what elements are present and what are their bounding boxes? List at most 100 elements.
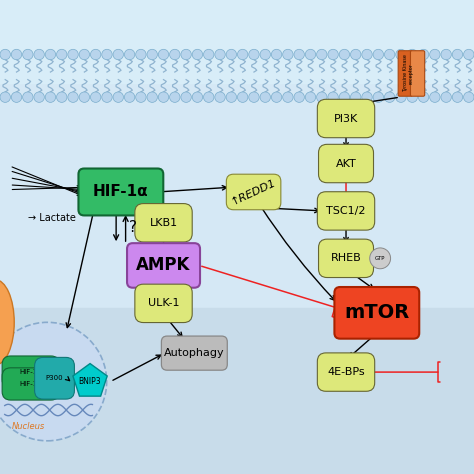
Circle shape — [283, 92, 293, 102]
Circle shape — [170, 92, 180, 102]
Text: P300: P300 — [46, 375, 64, 381]
Circle shape — [158, 92, 169, 102]
Circle shape — [136, 92, 146, 102]
Circle shape — [181, 49, 191, 60]
Ellipse shape — [0, 322, 107, 441]
Circle shape — [407, 49, 418, 60]
Text: ↑REDD1: ↑REDD1 — [229, 177, 278, 207]
Circle shape — [362, 92, 372, 102]
Circle shape — [260, 49, 271, 60]
Circle shape — [260, 92, 271, 102]
Circle shape — [0, 49, 10, 60]
Circle shape — [170, 49, 180, 60]
Text: 4E-BPs: 4E-BPs — [327, 367, 365, 377]
Text: Nucleus: Nucleus — [12, 422, 45, 431]
Circle shape — [226, 92, 237, 102]
Text: AMPK: AMPK — [137, 256, 191, 274]
Circle shape — [271, 92, 282, 102]
Text: LKB1: LKB1 — [149, 218, 178, 228]
Circle shape — [11, 49, 22, 60]
Circle shape — [23, 92, 33, 102]
Text: HIF-1β: HIF-1β — [19, 369, 42, 375]
Circle shape — [79, 49, 90, 60]
Circle shape — [102, 92, 112, 102]
Circle shape — [452, 49, 463, 60]
Circle shape — [68, 49, 78, 60]
FancyBboxPatch shape — [135, 284, 192, 323]
FancyBboxPatch shape — [135, 204, 192, 242]
Circle shape — [271, 49, 282, 60]
Circle shape — [429, 92, 440, 102]
Circle shape — [464, 92, 474, 102]
Circle shape — [91, 49, 101, 60]
Circle shape — [79, 92, 90, 102]
Circle shape — [203, 49, 214, 60]
Circle shape — [441, 49, 451, 60]
Circle shape — [45, 49, 55, 60]
Circle shape — [124, 92, 135, 102]
Circle shape — [91, 92, 101, 102]
Circle shape — [68, 92, 78, 102]
Text: → Lactate: → Lactate — [28, 213, 76, 223]
Circle shape — [102, 49, 112, 60]
FancyBboxPatch shape — [127, 243, 200, 288]
Text: AKT: AKT — [336, 158, 356, 169]
Circle shape — [305, 92, 316, 102]
Circle shape — [328, 49, 338, 60]
Circle shape — [226, 49, 237, 60]
FancyBboxPatch shape — [410, 51, 425, 96]
Circle shape — [339, 49, 350, 60]
Circle shape — [113, 92, 124, 102]
Text: BNIP3: BNIP3 — [79, 377, 101, 386]
Circle shape — [147, 49, 157, 60]
Circle shape — [294, 49, 304, 60]
Circle shape — [283, 49, 293, 60]
Circle shape — [147, 92, 157, 102]
Circle shape — [317, 92, 327, 102]
Circle shape — [384, 49, 395, 60]
Text: mTOR: mTOR — [344, 303, 410, 322]
Polygon shape — [73, 364, 107, 396]
Bar — [0, 85, 474, 308]
FancyBboxPatch shape — [318, 353, 374, 392]
Circle shape — [429, 49, 440, 60]
Circle shape — [464, 49, 474, 60]
Circle shape — [317, 49, 327, 60]
Circle shape — [350, 92, 361, 102]
Text: RHEB: RHEB — [331, 253, 361, 264]
Text: GTP: GTP — [375, 256, 385, 261]
FancyBboxPatch shape — [227, 174, 281, 210]
Circle shape — [294, 92, 304, 102]
Circle shape — [45, 92, 55, 102]
Circle shape — [350, 49, 361, 60]
Circle shape — [419, 49, 429, 60]
FancyBboxPatch shape — [2, 356, 60, 388]
Circle shape — [192, 92, 203, 102]
FancyBboxPatch shape — [319, 239, 374, 278]
Text: ULK-1: ULK-1 — [148, 298, 179, 309]
Circle shape — [56, 92, 67, 102]
Circle shape — [396, 92, 406, 102]
Text: ?: ? — [129, 220, 137, 235]
Circle shape — [237, 49, 248, 60]
Text: HIF-1α: HIF-1α — [19, 381, 42, 387]
Bar — [0, 308, 474, 474]
Bar — [0, 85, 474, 474]
Circle shape — [56, 49, 67, 60]
Circle shape — [237, 92, 248, 102]
Circle shape — [215, 92, 225, 102]
Circle shape — [113, 49, 124, 60]
Text: HIF-1α: HIF-1α — [93, 184, 149, 200]
Circle shape — [339, 92, 350, 102]
Circle shape — [215, 49, 225, 60]
Bar — [0, 0, 474, 85]
FancyBboxPatch shape — [35, 357, 74, 399]
Circle shape — [407, 92, 418, 102]
Circle shape — [249, 92, 259, 102]
Circle shape — [34, 92, 45, 102]
Circle shape — [192, 49, 203, 60]
Text: TSC1/2: TSC1/2 — [326, 206, 366, 216]
FancyBboxPatch shape — [318, 192, 374, 230]
Ellipse shape — [0, 280, 14, 365]
Circle shape — [136, 49, 146, 60]
